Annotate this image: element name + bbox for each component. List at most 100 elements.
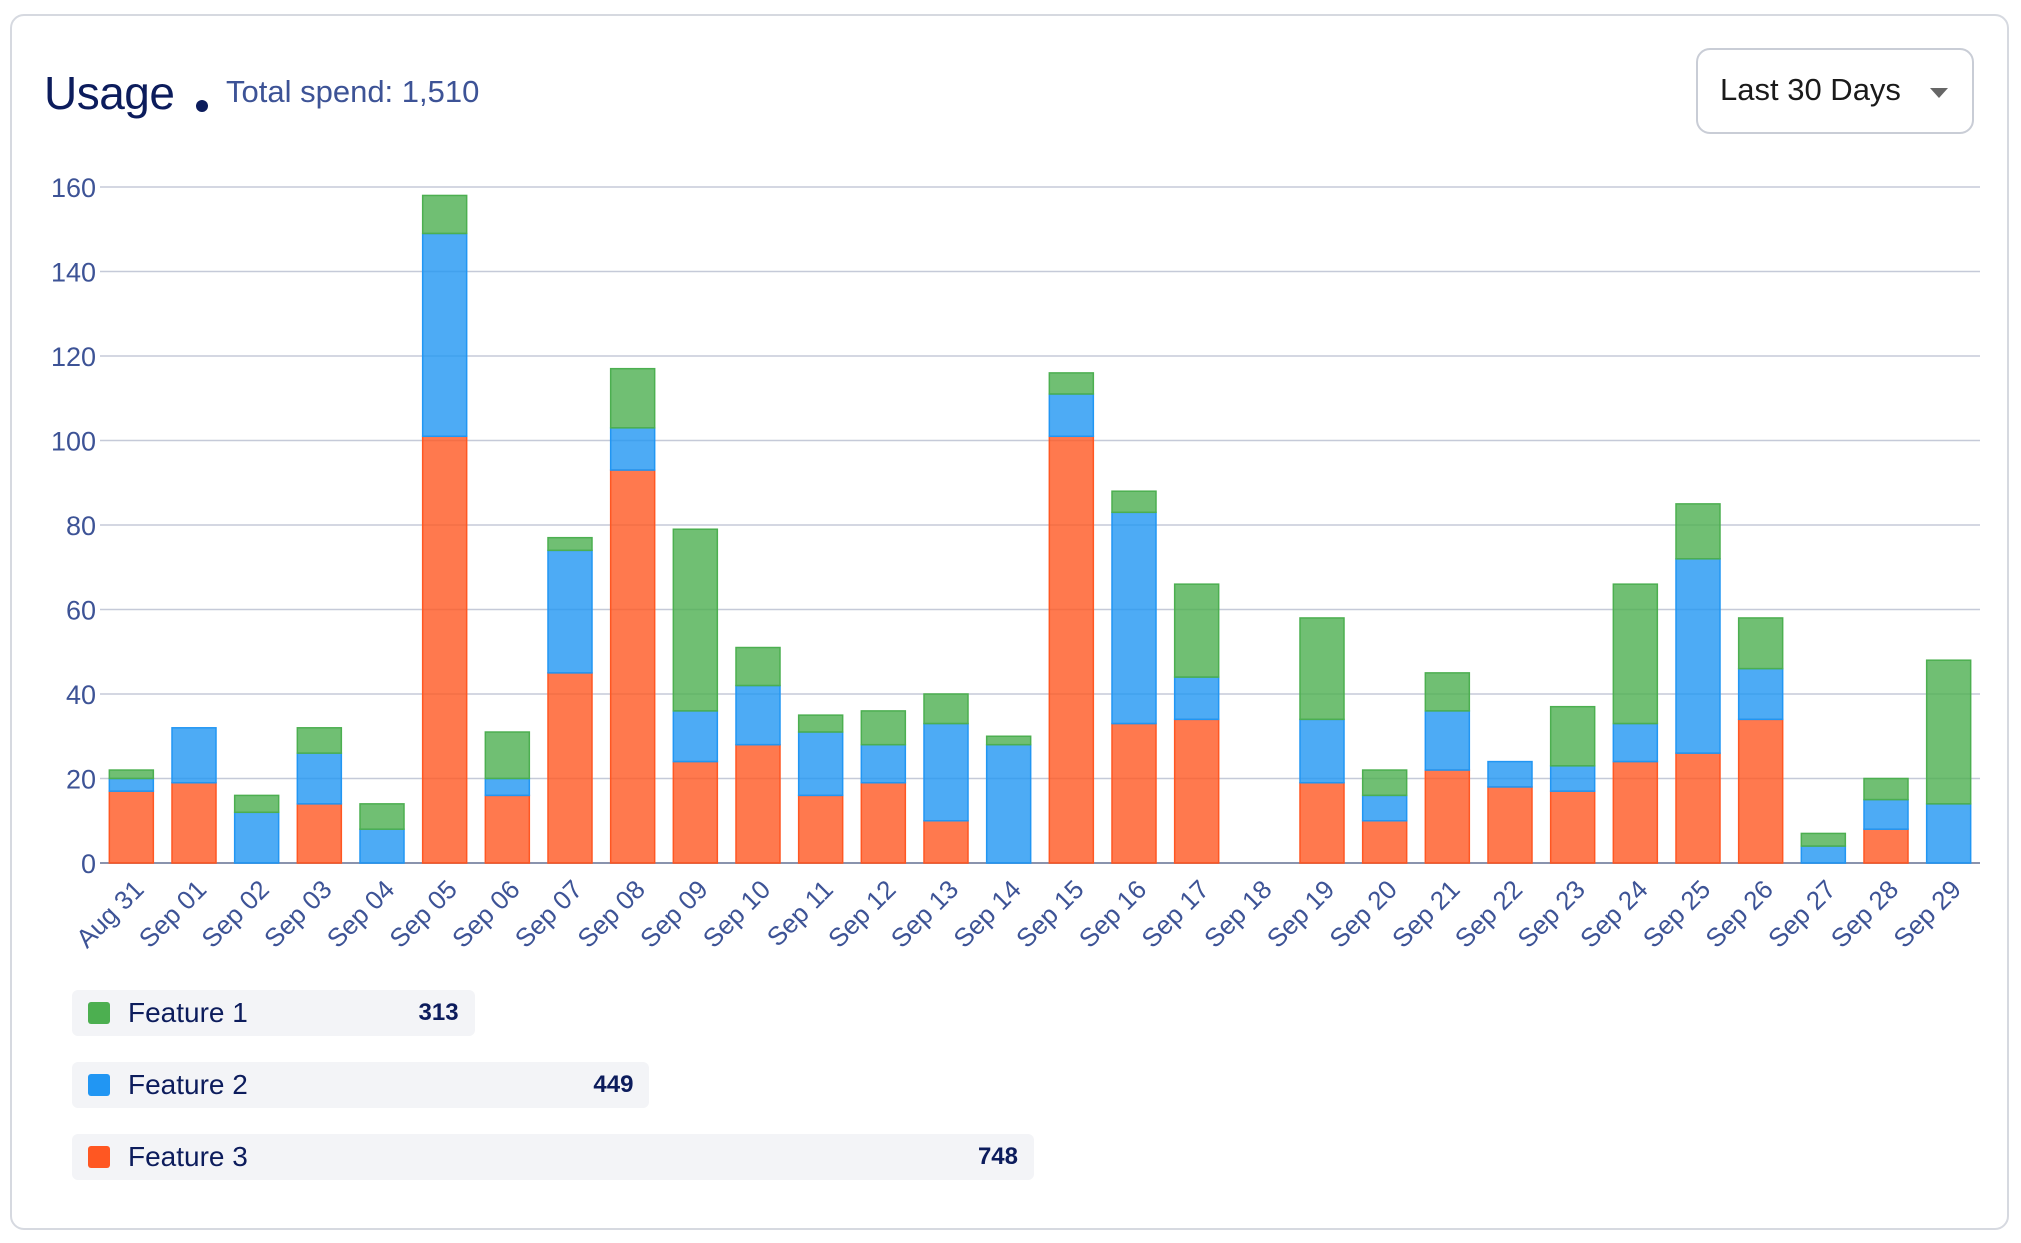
bar-segment[interactable] [233, 811, 280, 864]
bar-segment[interactable] [1048, 372, 1095, 395]
legend-value: 449 [593, 1071, 634, 1098]
y-tick-label: 80 [66, 511, 96, 541]
bar-segment[interactable] [1549, 765, 1596, 792]
y-tick-label: 40 [66, 680, 96, 710]
x-tick-label: Sep 13 [885, 874, 964, 953]
bar-segment[interactable] [985, 743, 1032, 864]
bar-segment[interactable] [735, 646, 781, 687]
bar-segment[interactable] [108, 790, 155, 864]
bar-segment[interactable] [1675, 558, 1721, 754]
bar-segment[interactable] [1487, 786, 1533, 864]
bar-segment[interactable] [1173, 718, 1220, 864]
bar-segment[interactable] [797, 794, 844, 864]
bar-segment[interactable] [1737, 667, 1784, 721]
bar-segment[interactable] [296, 752, 343, 805]
bar-segment[interactable] [1549, 705, 1596, 767]
bar-segment[interactable] [233, 794, 280, 814]
bar-segment[interactable] [1299, 718, 1345, 784]
bar-segment[interactable] [484, 777, 531, 797]
bar-segment[interactable] [1800, 845, 1847, 864]
bar-segment[interactable] [421, 194, 468, 235]
legend-value: 748 [977, 1143, 1018, 1170]
bar-segment[interactable] [860, 710, 907, 746]
bar-segment[interactable] [672, 528, 719, 712]
bar-segment[interactable] [1048, 435, 1095, 864]
bar-segment[interactable] [1925, 659, 1972, 805]
bar-segment[interactable] [1299, 617, 1345, 721]
bar-segment[interactable] [1424, 710, 1471, 771]
y-tick-label: 60 [66, 596, 96, 626]
legend-item[interactable]: Feature 2 449 [72, 1062, 650, 1108]
x-tick-label: Sep 27 [1762, 874, 1841, 953]
bar-segment[interactable] [108, 769, 155, 780]
legend-item[interactable]: Feature 3 748 [72, 1134, 1034, 1180]
bar-segment[interactable] [1361, 769, 1408, 797]
bar-segment[interactable] [1612, 760, 1659, 864]
bar-segment[interactable] [735, 743, 781, 864]
bar-segment[interactable] [359, 803, 405, 830]
x-tick-label: Sep 17 [1135, 874, 1214, 953]
bar-segment[interactable] [108, 777, 155, 792]
bar-segment[interactable] [985, 735, 1032, 746]
bar-segment[interactable] [421, 232, 468, 438]
bar-segment[interactable] [609, 469, 656, 864]
bar-segment[interactable] [1111, 490, 1157, 514]
bar-segment[interactable] [296, 803, 343, 864]
legend-item[interactable]: Feature 1 313 [72, 990, 475, 1036]
bar-segment[interactable] [1424, 769, 1471, 864]
bar-segment[interactable] [923, 820, 969, 864]
bar-segment[interactable] [1925, 803, 1972, 864]
bar-segment[interactable] [547, 672, 593, 864]
bar-segment[interactable] [1612, 583, 1659, 725]
bar-segment[interactable] [296, 727, 343, 754]
y-tick-label: 120 [51, 342, 96, 372]
bar-segment[interactable] [1487, 760, 1533, 788]
bar-segment[interactable] [1800, 832, 1847, 847]
bar-segment[interactable] [1863, 798, 1909, 830]
bar-segment[interactable] [609, 427, 656, 471]
bar-segment[interactable] [923, 693, 969, 725]
x-tick-label: Sep 20 [1323, 874, 1402, 953]
bar-segment[interactable] [547, 549, 593, 674]
bar-segment[interactable] [1111, 722, 1157, 864]
bar-segment[interactable] [735, 684, 781, 746]
bar-segment[interactable] [421, 435, 468, 864]
x-tick-label: Sep 21 [1386, 874, 1465, 953]
bar-segment[interactable] [860, 781, 907, 864]
bar-segment[interactable] [797, 714, 844, 733]
bar-segment[interactable] [484, 731, 531, 780]
bar-segment[interactable] [609, 367, 656, 429]
bar-segment[interactable] [1424, 672, 1471, 712]
bar-segment[interactable] [1675, 752, 1721, 864]
bar-segment[interactable] [1863, 828, 1909, 864]
bar-segment[interactable] [923, 722, 969, 822]
bar-segment[interactable] [1173, 676, 1220, 721]
bar-segment[interactable] [1299, 781, 1345, 864]
bar-segment[interactable] [1737, 617, 1784, 670]
bar-segment[interactable] [1612, 722, 1659, 763]
bar-segment[interactable] [171, 727, 217, 784]
bar-segment[interactable] [672, 710, 719, 763]
x-tick-label: Sep 08 [571, 874, 650, 953]
date-range-dropdown[interactable]: Last 30 Days [1696, 48, 1974, 134]
bar-segment[interactable] [1111, 511, 1157, 725]
bar-segment[interactable] [797, 731, 844, 797]
bar-segment[interactable] [1549, 790, 1596, 864]
bar-segment[interactable] [1361, 794, 1408, 822]
bar-segment[interactable] [860, 743, 907, 784]
date-range-selected: Last 30 Days [1720, 72, 1901, 107]
bar-segment[interactable] [484, 794, 531, 864]
bar-segment[interactable] [1173, 583, 1220, 678]
bar-segment[interactable] [1863, 777, 1909, 801]
bar-segment[interactable] [547, 536, 593, 552]
bar-segment[interactable] [1675, 503, 1721, 560]
bar-segment[interactable] [359, 828, 405, 864]
caret-down-icon [1930, 88, 1948, 98]
bar-segment[interactable] [1737, 718, 1784, 864]
bar-segment[interactable] [1048, 393, 1095, 438]
x-tick-label: Sep 11 [761, 874, 839, 952]
bar-segment[interactable] [672, 760, 719, 864]
separator-dot [196, 100, 208, 112]
bar-segment[interactable] [171, 781, 217, 864]
bar-segment[interactable] [1361, 820, 1408, 864]
